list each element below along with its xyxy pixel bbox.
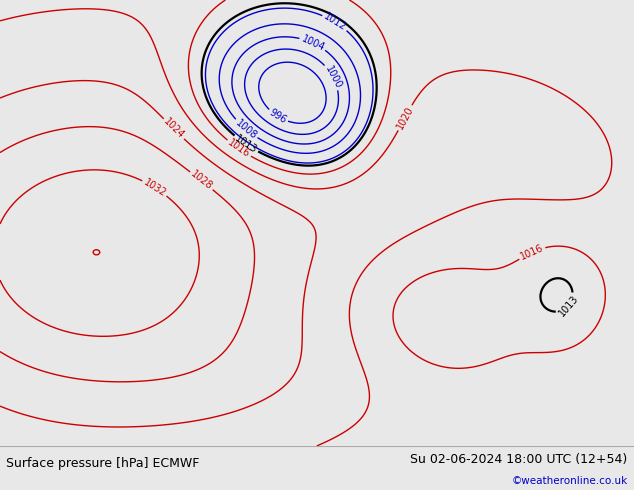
Text: ©weatheronline.co.uk: ©weatheronline.co.uk [512,476,628,486]
Text: 1012: 1012 [322,11,348,33]
Text: 1008: 1008 [233,118,259,141]
Text: 1016: 1016 [226,138,252,160]
Text: 1013: 1013 [233,133,259,155]
Text: Su 02-06-2024 18:00 UTC (12+54): Su 02-06-2024 18:00 UTC (12+54) [410,453,628,466]
Text: 1028: 1028 [189,169,214,192]
Text: Surface pressure [hPa] ECMWF: Surface pressure [hPa] ECMWF [6,457,200,470]
Text: 1013: 1013 [557,293,580,318]
Text: 1016: 1016 [519,243,545,262]
Text: 1032: 1032 [142,177,168,198]
Text: 1004: 1004 [300,33,326,52]
Text: 996: 996 [268,107,288,125]
Text: 1020: 1020 [395,104,415,131]
Text: 1000: 1000 [323,64,343,90]
Text: 1024: 1024 [162,117,186,141]
